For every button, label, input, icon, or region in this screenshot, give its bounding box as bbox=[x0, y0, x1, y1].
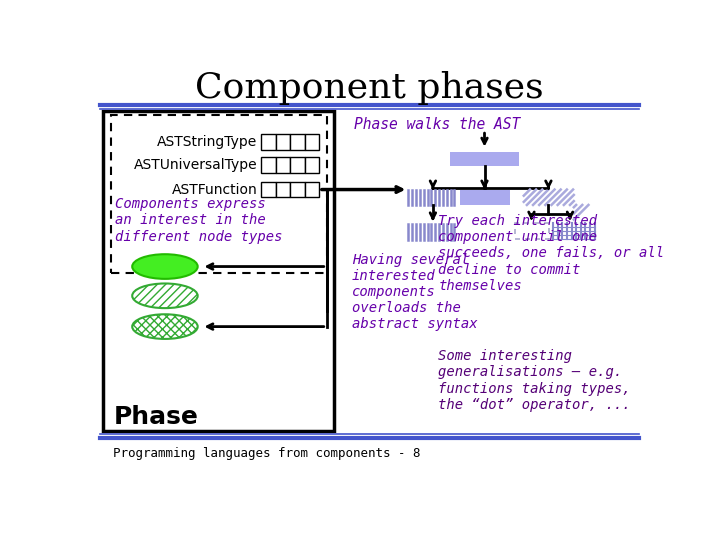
Text: ASTStringType: ASTStringType bbox=[157, 135, 257, 149]
Text: Programming languages from components - 8: Programming languages from components - … bbox=[113, 447, 421, 460]
Text: Phase walks the AST: Phase walks the AST bbox=[354, 117, 520, 132]
Bar bbox=[305, 134, 319, 150]
Bar bbox=[276, 157, 290, 173]
Ellipse shape bbox=[132, 314, 198, 339]
Text: Try each interested
component until one
succeeds, one fails, or all
decline to c: Try each interested component until one … bbox=[438, 214, 665, 293]
Text: Having several
interested
components
overloads the
abstract syntax: Having several interested components ove… bbox=[352, 253, 477, 332]
Bar bbox=[261, 182, 276, 197]
Text: ASTUniversalType: ASTUniversalType bbox=[134, 158, 257, 172]
Bar bbox=[305, 157, 319, 173]
Text: Some interesting
generalisations – e.g.
functions taking types,
the “dot” operat: Some interesting generalisations – e.g. … bbox=[438, 349, 631, 412]
Bar bbox=[261, 134, 276, 150]
Bar bbox=[450, 152, 519, 166]
Bar bbox=[276, 134, 290, 150]
Bar bbox=[104, 111, 334, 430]
Bar bbox=[290, 134, 305, 150]
Ellipse shape bbox=[132, 254, 198, 279]
Bar bbox=[276, 182, 290, 197]
Bar bbox=[515, 224, 549, 239]
Text: ASTFunction: ASTFunction bbox=[171, 183, 257, 197]
Bar bbox=[460, 190, 510, 205]
Bar bbox=[290, 157, 305, 173]
Bar bbox=[290, 182, 305, 197]
Bar bbox=[111, 115, 327, 273]
Ellipse shape bbox=[132, 284, 198, 308]
Bar bbox=[305, 182, 319, 197]
Bar bbox=[553, 224, 595, 239]
Text: Components express
an interest in the
different node types: Components express an interest in the di… bbox=[115, 197, 282, 244]
Text: Component phases: Component phases bbox=[194, 71, 544, 105]
Bar bbox=[523, 190, 574, 205]
Text: Phase: Phase bbox=[113, 406, 198, 429]
Bar bbox=[261, 157, 276, 173]
